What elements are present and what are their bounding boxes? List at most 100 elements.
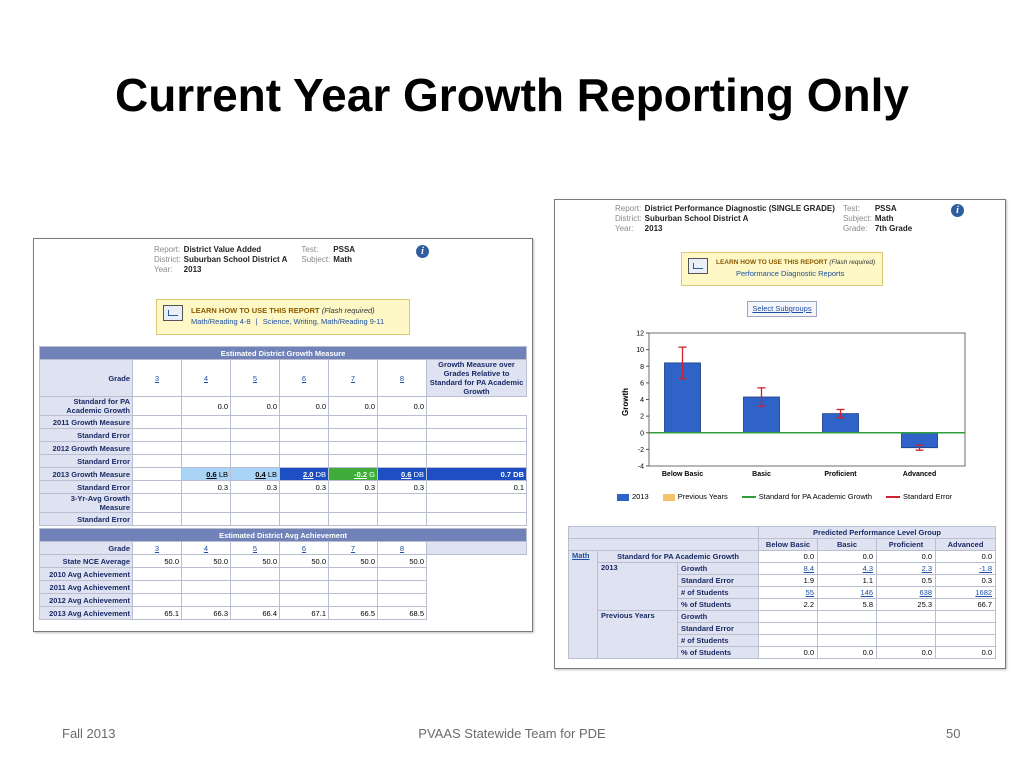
table-row: # of Students 55 146 638 1682 bbox=[569, 586, 997, 599]
value-cell bbox=[377, 512, 427, 526]
value-cell bbox=[181, 593, 231, 607]
report-value: District Performance Diagnostic (SINGLE … bbox=[644, 204, 835, 213]
grade-link[interactable]: 6 bbox=[279, 541, 329, 555]
value-cell: 2.0 DB bbox=[279, 467, 329, 481]
value-cell: 68.5 bbox=[377, 606, 427, 620]
value-cell bbox=[230, 415, 280, 429]
value-cell bbox=[132, 493, 182, 513]
y-tick-label: 2 bbox=[640, 414, 644, 421]
table-row: 2012 Growth Measure bbox=[39, 441, 527, 455]
value-cell bbox=[328, 567, 378, 581]
value-cell[interactable]: 638 bbox=[876, 586, 937, 599]
grade-link[interactable]: 6 bbox=[279, 359, 329, 397]
value-cell[interactable]: 8.4 bbox=[758, 562, 819, 575]
value-cell bbox=[328, 454, 378, 468]
value-cell bbox=[230, 493, 280, 513]
value-cell: 66.4 bbox=[230, 606, 280, 620]
value-cell bbox=[230, 454, 280, 468]
subject-value: Math bbox=[333, 255, 352, 264]
value-cell[interactable]: 4.3 bbox=[817, 562, 878, 575]
legend-line bbox=[886, 496, 900, 499]
growth-value-link[interactable]: -0.2 bbox=[354, 469, 368, 479]
table-row: % of Students 0.0 0.0 0.0 0.0 bbox=[569, 646, 997, 659]
grade-link[interactable]: 8 bbox=[377, 541, 427, 555]
growth-chart: 12 10 8 6 4 2 0 -2 -4 Below Basic Basic Proficient A… bbox=[636, 331, 966, 478]
grade-link[interactable]: 4 bbox=[181, 359, 231, 397]
value-cell: 1.9 bbox=[758, 574, 819, 587]
grade-link[interactable]: 3 bbox=[132, 541, 182, 555]
value-cell bbox=[935, 634, 997, 647]
value-cell: 0.0 bbox=[181, 396, 231, 416]
value-cell bbox=[132, 415, 182, 429]
grade-link[interactable]: 5 bbox=[230, 541, 280, 555]
table-row: Math Standard for PA Academic Growth 0.0 0.… bbox=[568, 550, 997, 659]
row-label: Standard Error bbox=[39, 512, 133, 526]
growth-value-link[interactable]: 2.0 bbox=[303, 469, 314, 479]
value-cell[interactable]: 2.3 bbox=[876, 562, 937, 575]
value-cell bbox=[377, 493, 427, 513]
district-value: Suburban School District A bbox=[644, 214, 749, 223]
year-value: 2013 bbox=[183, 265, 202, 274]
y-tick-label: 6 bbox=[640, 380, 644, 387]
value-cell bbox=[935, 610, 997, 623]
value-cell: 0.3 bbox=[328, 480, 378, 494]
row-label: % of Students bbox=[676, 598, 760, 611]
value-cell bbox=[377, 428, 427, 442]
value-cell: 0.0 bbox=[279, 396, 329, 416]
value-cell: 0.3 bbox=[279, 480, 329, 494]
value-cell bbox=[758, 634, 819, 647]
info-icon[interactable]: i bbox=[951, 204, 964, 217]
link-math-reading-4-8[interactable]: Math/Reading 4-8 bbox=[191, 317, 251, 326]
value-cell: 0.0 bbox=[230, 396, 280, 416]
link-separator: | bbox=[255, 317, 258, 326]
achievement-table: Estimated District Avg Achievement Grade… bbox=[38, 528, 528, 620]
row-label: # of Students bbox=[676, 634, 760, 647]
value-cell bbox=[377, 593, 427, 607]
grade-link[interactable]: 3 bbox=[132, 359, 182, 397]
y-tick-label: 12 bbox=[636, 331, 644, 338]
growth-value-link[interactable]: 0.6 bbox=[206, 469, 217, 479]
info-icon[interactable]: i bbox=[416, 245, 429, 258]
link-science-writing[interactable]: Science, Writing, Math/Reading 9-11 bbox=[262, 317, 385, 326]
year-label: Year: bbox=[615, 224, 634, 233]
grade-link[interactable]: 4 bbox=[181, 541, 231, 555]
value-cell bbox=[758, 622, 819, 635]
grade-value: 7th Grade bbox=[874, 224, 913, 233]
learn-how-box[interactable]: LEARN HOW TO USE THIS REPORT (Flash requ… bbox=[156, 299, 410, 335]
group-header: Predicted Performance Level Group bbox=[758, 526, 997, 539]
growth-value-link[interactable]: 0.6 bbox=[401, 469, 412, 479]
value-cell[interactable]: 1682 bbox=[935, 586, 997, 599]
link-performance-diagnostic[interactable]: Performance Diagnostic Reports bbox=[736, 269, 845, 278]
value-cell: 50.0 bbox=[132, 554, 182, 568]
subject-link[interactable]: Math bbox=[568, 550, 598, 659]
grade-link[interactable]: 7 bbox=[328, 359, 378, 397]
growth-value-link[interactable]: 0.4 bbox=[255, 469, 266, 479]
row-label: 2011 Avg Achievement bbox=[39, 580, 133, 594]
y-tick-label: 10 bbox=[636, 347, 644, 354]
table-row: 2012 Avg Achievement bbox=[39, 593, 527, 607]
growth-section-title: Estimated District Growth Measure bbox=[39, 346, 527, 360]
value-cell bbox=[132, 512, 182, 526]
value-cell: 5.8 bbox=[817, 598, 878, 611]
value-cell[interactable]: 55 bbox=[758, 586, 819, 599]
grade-link[interactable]: 5 bbox=[230, 359, 280, 397]
grade-link[interactable]: 8 bbox=[377, 359, 427, 397]
grade-link[interactable]: 7 bbox=[328, 541, 378, 555]
select-subgroups-button[interactable]: Select Subgroups bbox=[747, 301, 817, 317]
value-cell: 0.0 bbox=[817, 646, 878, 659]
table-row: 2011 Avg Achievement bbox=[39, 580, 527, 594]
value-cell[interactable]: -1.8 bbox=[935, 562, 997, 575]
value-cell bbox=[230, 593, 280, 607]
table-corner bbox=[567, 526, 760, 539]
legend-label: Previous Years bbox=[677, 492, 728, 501]
learn-how-box[interactable]: LEARN HOW TO USE THIS REPORT (Flash requ… bbox=[681, 252, 883, 286]
value-cell: 66.7 bbox=[935, 598, 997, 611]
value-cell bbox=[328, 493, 378, 513]
year-label: Previous Years bbox=[597, 610, 678, 659]
growth-color-tag: DB bbox=[413, 469, 424, 479]
x-category-label: Below Basic bbox=[662, 471, 703, 478]
row-label: Standard for PA Academic Growth bbox=[39, 396, 133, 416]
value-cell[interactable]: 146 bbox=[817, 586, 878, 599]
value-cell bbox=[377, 567, 427, 581]
row-label: Standard Error bbox=[676, 622, 760, 635]
